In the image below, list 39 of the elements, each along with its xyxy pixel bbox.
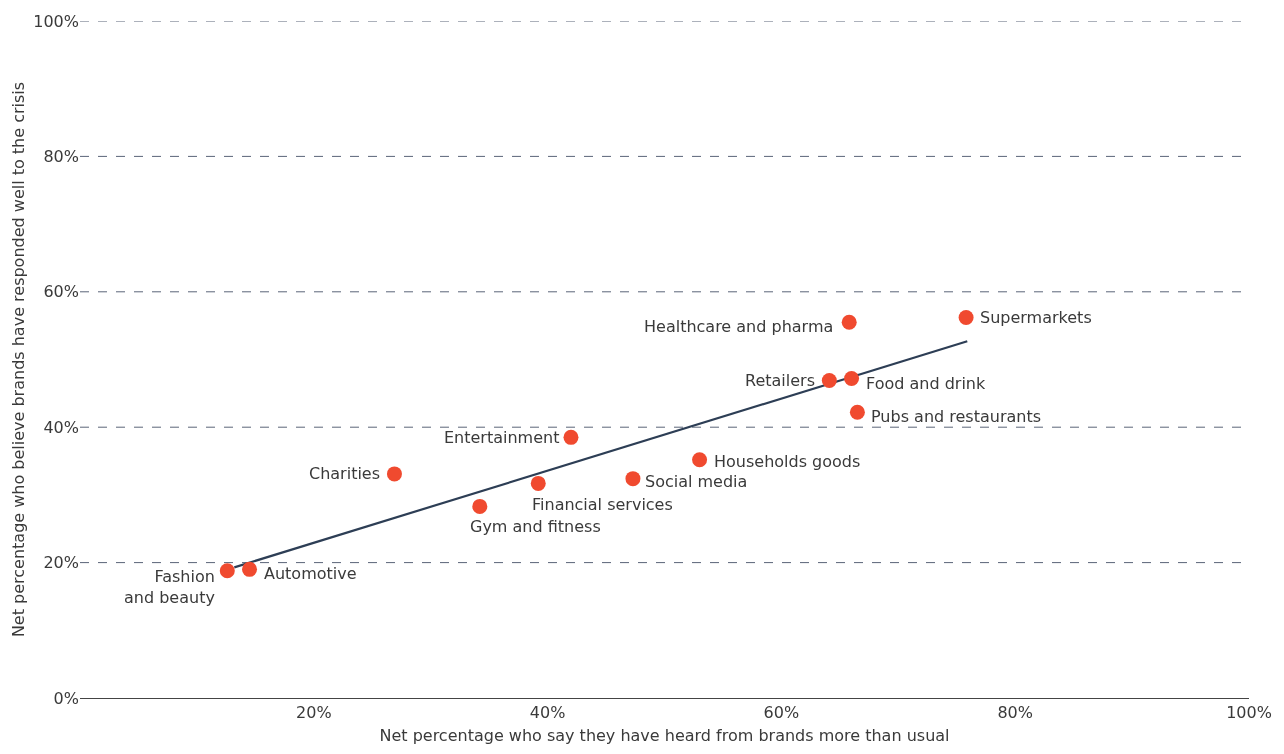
point xyxy=(563,429,579,445)
x-tick-label: 60% xyxy=(763,703,800,723)
point xyxy=(821,372,837,388)
point xyxy=(625,471,641,487)
x-tick-label: 40% xyxy=(529,703,566,723)
point xyxy=(958,310,974,326)
annotation: Automotive xyxy=(264,564,357,583)
point xyxy=(386,466,402,482)
y-tick-label: 40% xyxy=(43,417,79,437)
point xyxy=(841,314,857,330)
point xyxy=(692,452,708,468)
annotation: Pubs and restaurants xyxy=(871,407,1042,426)
annotation: Social media xyxy=(645,472,748,491)
point xyxy=(844,370,860,386)
annotation: Healthcare and pharma xyxy=(644,317,834,336)
point xyxy=(530,475,546,491)
y-tick-label: 0% xyxy=(53,688,79,708)
annotation: Gym and fitness xyxy=(470,517,601,536)
y-tick-label: 60% xyxy=(43,282,79,302)
x-axis-title: Net percentage who say they have heard from brands more than usual xyxy=(379,725,950,745)
annotation: Food and drink xyxy=(866,374,986,393)
y-tick-label: 80% xyxy=(43,147,79,166)
y-tick-label: 100% xyxy=(33,11,79,31)
point xyxy=(849,404,865,420)
annotation: Supermarkets xyxy=(980,308,1092,327)
x-tick-label: 100% xyxy=(1226,703,1272,723)
point xyxy=(242,561,258,577)
annotation: Financial services xyxy=(532,495,673,514)
y-axis-title: Net percentage who believe brands have responded well to the crisis xyxy=(9,81,29,638)
x-tick-label: 80% xyxy=(997,703,1033,723)
point xyxy=(219,563,235,579)
y-tick-label: 20% xyxy=(43,553,79,573)
annotation: Entertainment xyxy=(444,428,560,447)
annotation: Households goods xyxy=(714,452,861,471)
annotation: Charities xyxy=(309,464,381,483)
annotation: Retailers xyxy=(745,371,815,390)
x-tick-label: 20% xyxy=(296,703,332,723)
point xyxy=(472,498,488,514)
annotation: Fashion and beauty xyxy=(124,567,215,607)
